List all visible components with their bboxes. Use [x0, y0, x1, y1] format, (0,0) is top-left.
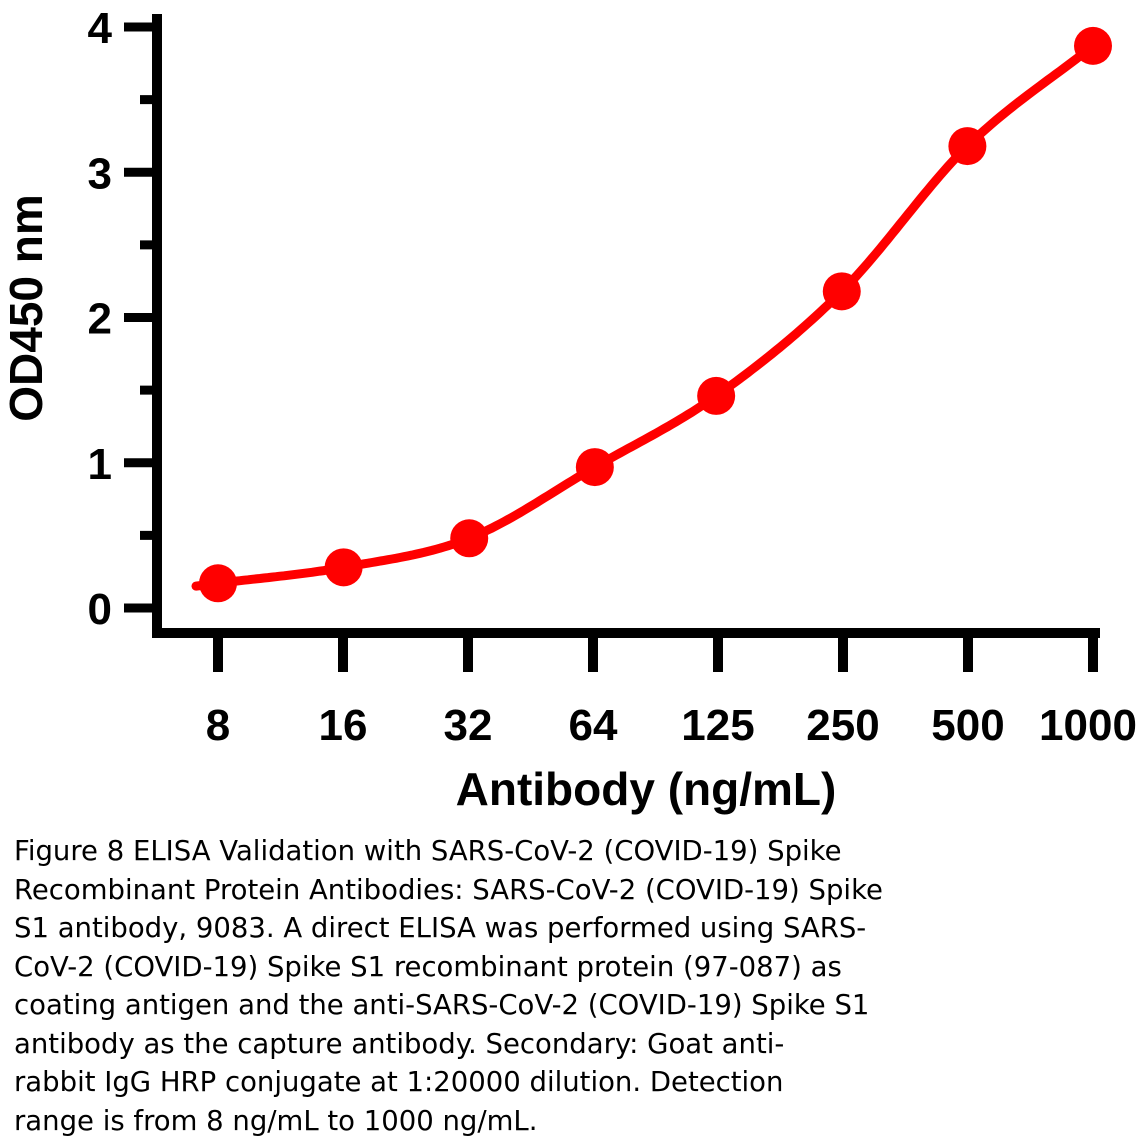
y-ticks [124, 22, 157, 613]
axes [124, 14, 1100, 672]
data-point [822, 272, 861, 311]
caption-line: CoV-2 (COVID-19) Spike S1 recombinant pr… [14, 950, 842, 983]
elisa-chart: 0 1 2 3 4 8 16 32 64 125 250 500 1000 OD450 nm Anti… [0, 4, 1137, 815]
caption-line: Figure 8 ELISA Validation with SARS-CoV-… [14, 835, 842, 867]
x-tick-label: 16 [319, 701, 368, 750]
x-tick-label: 8 [206, 701, 230, 750]
caption-line: Recombinant Protein Antibodies: SARS-CoV… [14, 873, 883, 906]
x-tick-label: 1000 [1039, 701, 1137, 750]
x-axis-title: Antibody (ng/mL) [456, 763, 837, 815]
y-tick-label: 4 [88, 4, 113, 53]
data-point [948, 127, 987, 166]
x-tick-label: 64 [569, 701, 618, 750]
figure-caption: Figure 8 ELISA Validation with SARS-CoV-… [14, 832, 1014, 1140]
caption-line: coating antigen and the anti-SARS-CoV-2 … [14, 989, 870, 1021]
x-tick-label: 250 [806, 701, 879, 750]
data-point [324, 548, 363, 587]
x-ticks [213, 633, 1098, 672]
y-tick-label: 3 [88, 149, 112, 198]
caption-line: S1 antibody, 9083. A direct ELISA was pe… [14, 912, 867, 944]
y-tick-label: 1 [88, 440, 112, 489]
caption-line: rabbit IgG HRP conjugate at 1:20000 dilu… [14, 1066, 784, 1098]
data-point [1074, 26, 1112, 65]
x-tick-label: 125 [681, 701, 754, 750]
y-tick-labels: 0 1 2 3 4 [88, 4, 113, 634]
y-tick-label: 2 [88, 295, 112, 344]
caption-line: antibody as the capture antibody. Second… [14, 1027, 785, 1060]
data-point [575, 448, 614, 487]
y-tick-label: 0 [88, 585, 112, 634]
fit-curve [191, 42, 1097, 591]
data-point [697, 376, 736, 415]
y-axis-title: OD450 nm [0, 194, 52, 422]
data-point [450, 519, 489, 558]
data-point [199, 564, 237, 603]
series-layer [191, 26, 1112, 603]
x-tick-label: 500 [931, 701, 1004, 750]
caption-line: range is from 8 ng/mL to 1000 ng/mL. [14, 1104, 538, 1137]
x-tick-label: 32 [444, 701, 493, 750]
x-tick-labels: 8 16 32 64 125 250 500 1000 [206, 701, 1137, 750]
